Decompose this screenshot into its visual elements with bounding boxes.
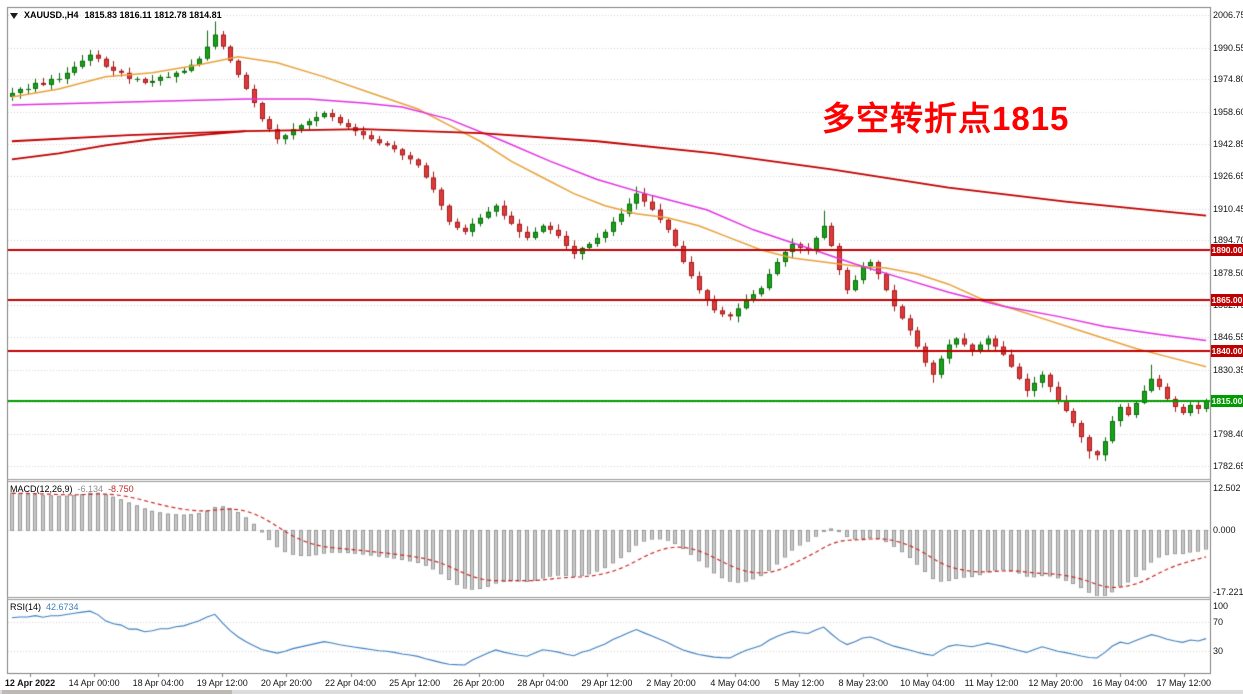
rsi-value: 42.6734 <box>46 602 79 612</box>
annotation-text: 多空转折点1815 <box>822 100 1070 137</box>
chart-ohlc-header: XAUUSD.,H4 1815.83 1816.11 1812.78 1814.… <box>10 10 222 20</box>
ohlc-values: 1815.83 1816.11 1812.78 1814.81 <box>84 10 222 20</box>
macd-indicator-label: MACD(12,26,9) <box>10 484 73 494</box>
macd-main-value: -6.134 <box>77 484 104 494</box>
symbol-label: XAUUSD.,H4 <box>24 10 79 20</box>
macd-indicator-header: MACD(12,26,9) -6.134 -8.750 <box>10 484 134 494</box>
macd-signal-value: -8.750 <box>108 484 134 494</box>
rsi-indicator-label: RSI(14) <box>10 602 42 612</box>
scrollbar-thumb[interactable] <box>2 690 232 694</box>
chart-shift-icon <box>10 12 18 19</box>
rsi-indicator-header: RSI(14) 42.6734 <box>10 602 79 612</box>
horizontal-scrollbar[interactable] <box>0 690 1243 694</box>
